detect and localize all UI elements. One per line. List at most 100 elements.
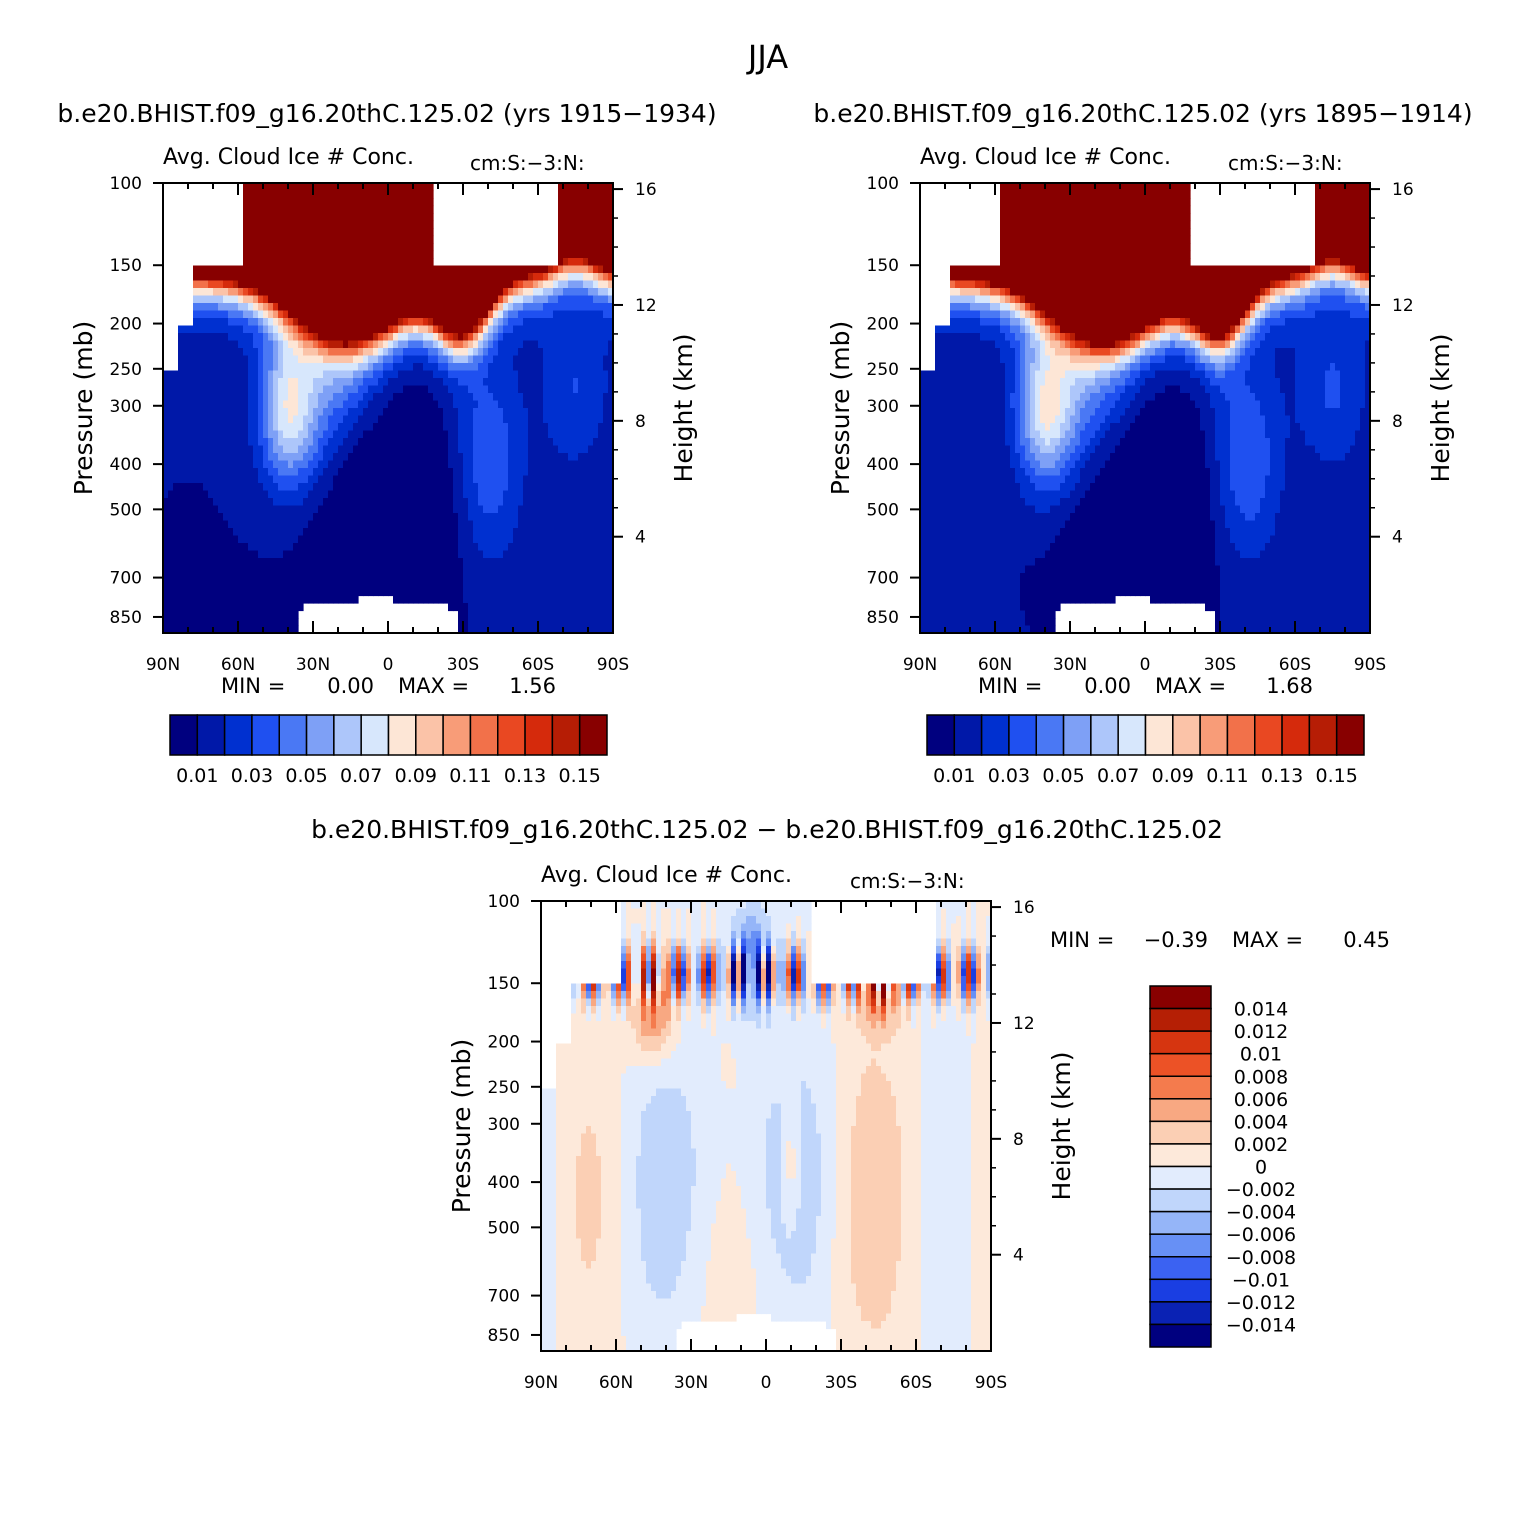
field-cell [378, 445, 384, 454]
field-cell [248, 325, 254, 334]
field-cell [263, 400, 269, 409]
field-cell [438, 550, 444, 559]
field-cell [393, 265, 399, 274]
field-cell [473, 468, 479, 477]
field-cell [378, 325, 384, 334]
field-cell [323, 378, 329, 387]
field-cell [408, 370, 414, 379]
field-cell [323, 303, 329, 312]
field-cell [248, 348, 254, 357]
field-cell [513, 565, 519, 574]
field-cell [498, 460, 504, 469]
field-cell [583, 310, 589, 319]
field-cell [533, 378, 539, 387]
field-cell [543, 438, 549, 447]
field-cell [543, 355, 549, 364]
field-cell [533, 490, 539, 499]
field-cell [418, 198, 424, 207]
field-cell [173, 543, 179, 552]
field-cell [248, 528, 254, 537]
field-cell [468, 565, 474, 574]
field-cell [608, 430, 614, 439]
field-cell [568, 265, 574, 274]
field-cell [193, 385, 199, 394]
field-cell [458, 340, 464, 349]
field-cell [583, 363, 589, 372]
field-cell [583, 610, 589, 619]
field-cell [1365, 190, 1371, 199]
field-cell [1355, 183, 1361, 192]
field-cell [598, 520, 604, 529]
field-cell [448, 588, 454, 597]
field-cell [593, 265, 599, 274]
field-cell [488, 415, 494, 424]
field-cell [368, 250, 374, 259]
field-cell [463, 528, 469, 537]
field-cell [333, 318, 339, 327]
field-cell [458, 415, 464, 424]
field-cell [1015, 198, 1021, 207]
field-cell [1085, 183, 1091, 192]
field-cell [273, 573, 279, 582]
field-cell [403, 430, 409, 439]
field-cell [228, 318, 234, 327]
field-cell [348, 265, 354, 274]
field-cell [538, 610, 544, 619]
field-cell [173, 423, 179, 432]
field-cell [443, 303, 449, 312]
field-cell [268, 483, 274, 492]
field-cell [368, 325, 374, 334]
field-cell [483, 460, 489, 469]
field-cell [413, 528, 419, 537]
field-cell [553, 325, 559, 334]
field-cell [198, 273, 204, 282]
field-cell [1090, 198, 1096, 207]
field-cell [388, 565, 394, 574]
field-cell [588, 258, 594, 267]
field-cell [578, 460, 584, 469]
field-cell [598, 400, 604, 409]
field-cell [518, 400, 524, 409]
field-cell [278, 228, 284, 237]
field-cell [233, 475, 239, 484]
field-cell [598, 513, 604, 522]
field-cell [188, 475, 194, 484]
field-cell [423, 250, 429, 259]
field-cell [298, 273, 304, 282]
field-cell [328, 550, 334, 559]
field-cell [368, 520, 374, 529]
field-cell [283, 565, 289, 574]
field-cell [578, 243, 584, 252]
field-cell [603, 280, 609, 289]
field-cell [588, 205, 594, 214]
field-cell [273, 558, 279, 567]
field-cell [483, 325, 489, 334]
field-cell [538, 415, 544, 424]
field-cell [188, 565, 194, 574]
field-cell [398, 273, 404, 282]
field-cell [318, 573, 324, 582]
field-cell [278, 333, 284, 342]
field-cell [228, 408, 234, 417]
field-cell [343, 258, 349, 267]
field-cell [533, 348, 539, 357]
field-cell [298, 543, 304, 552]
field-cell [328, 333, 334, 342]
field-cell [488, 400, 494, 409]
field-cell [598, 565, 604, 574]
field-cell [418, 213, 424, 222]
field-cell [568, 333, 574, 342]
field-cell [268, 280, 274, 289]
field-cell [503, 318, 509, 327]
field-cell [468, 400, 474, 409]
field-cell [468, 460, 474, 469]
field-cell [383, 340, 389, 349]
field-cell [428, 243, 434, 252]
field-cell [608, 535, 614, 544]
field-cell [608, 213, 614, 222]
field-cell [193, 310, 199, 319]
field-cell [358, 588, 364, 597]
field-cell [343, 505, 349, 514]
field-cell [553, 430, 559, 439]
field-cell [433, 438, 439, 447]
